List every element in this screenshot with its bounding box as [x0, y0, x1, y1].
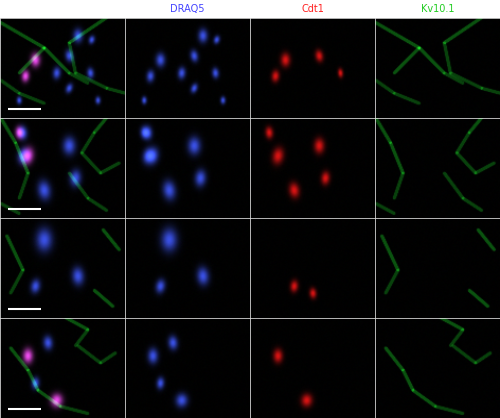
- Text: DRAQ5: DRAQ5: [170, 4, 205, 14]
- Text: MERGE: MERGE: [45, 4, 80, 14]
- Text: Kv10.1: Kv10.1: [421, 4, 454, 14]
- Text: Cdt1: Cdt1: [301, 4, 324, 14]
